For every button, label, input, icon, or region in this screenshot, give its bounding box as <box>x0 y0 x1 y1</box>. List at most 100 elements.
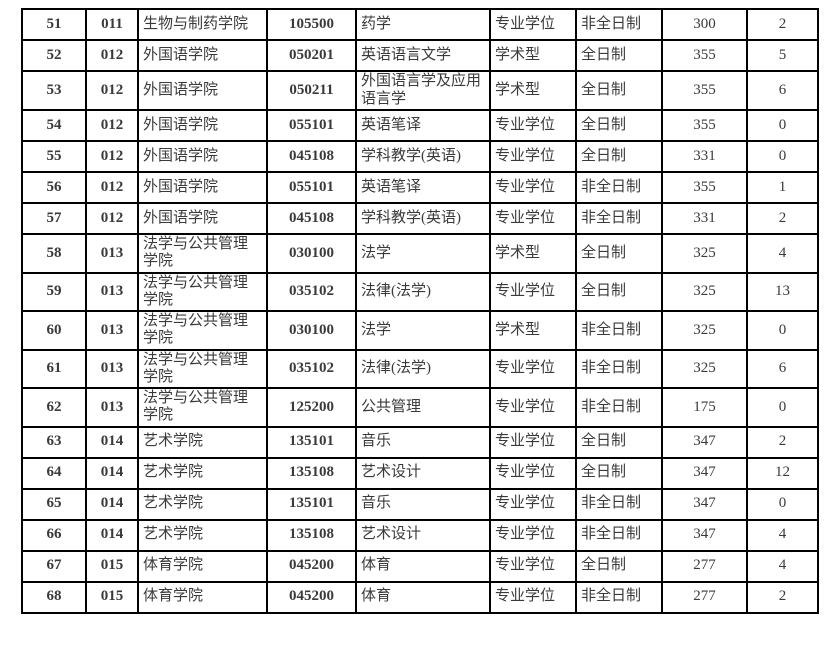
cell-row-number: 54 <box>21 109 87 142</box>
cell-score: 355 <box>661 39 748 72</box>
cell-study-mode: 非全日制 <box>575 171 663 204</box>
cell-count: 4 <box>746 549 819 583</box>
cell-row-number: 51 <box>21 8 87 41</box>
cell-count: 0 <box>746 109 819 142</box>
cell-score: 277 <box>661 580 748 614</box>
cell-row-number: 58 <box>21 233 87 274</box>
cell-study-mode: 全日制 <box>575 70 663 111</box>
cell-major-name: 音乐 <box>355 425 491 459</box>
cell-count: 2 <box>746 425 819 459</box>
cell-degree-type: 专业学位 <box>489 580 577 614</box>
cell-college-name: 外国语学院 <box>137 202 268 235</box>
table-row: 60 013 法学与公共管理学院 030100 法学 学术型 非全日制 325 0 <box>21 310 819 351</box>
cell-study-mode: 全日制 <box>575 549 663 583</box>
cell-major-code: 050211 <box>266 70 357 111</box>
cell-score: 325 <box>661 233 748 274</box>
cell-major-name: 艺术设计 <box>355 456 491 490</box>
cell-college-name: 法学与公共管理学院 <box>137 310 268 351</box>
cell-major-name: 体育 <box>355 580 491 614</box>
cell-study-mode: 全日制 <box>575 425 663 459</box>
cell-score: 347 <box>661 456 748 490</box>
cell-major-name: 公共管理 <box>355 387 491 428</box>
cell-college-name: 外国语学院 <box>137 39 268 72</box>
cell-row-number: 52 <box>21 39 87 72</box>
cell-study-mode: 非全日制 <box>575 487 663 521</box>
cell-degree-type: 专业学位 <box>489 8 577 41</box>
cell-degree-type: 专业学位 <box>489 202 577 235</box>
cell-major-name: 学科教学(英语) <box>355 202 491 235</box>
cell-study-mode: 非全日制 <box>575 348 663 389</box>
cell-score: 300 <box>661 8 748 41</box>
cell-score: 355 <box>661 171 748 204</box>
cell-major-code: 135108 <box>266 456 357 490</box>
table-row: 64 014 艺术学院 135108 艺术设计 专业学位 全日制 347 12 <box>21 456 819 490</box>
cell-count: 6 <box>746 348 819 389</box>
cell-major-name: 法律(法学) <box>355 348 491 389</box>
cell-degree-type: 专业学位 <box>489 387 577 428</box>
cell-score: 331 <box>661 202 748 235</box>
cell-score: 347 <box>661 425 748 459</box>
cell-count: 2 <box>746 8 819 41</box>
cell-degree-type: 专业学位 <box>489 456 577 490</box>
cell-major-name: 艺术设计 <box>355 518 491 552</box>
cell-study-mode: 非全日制 <box>575 580 663 614</box>
cell-score: 355 <box>661 70 748 111</box>
cell-score: 325 <box>661 348 748 389</box>
cell-row-number: 61 <box>21 348 87 389</box>
cell-count: 0 <box>746 387 819 428</box>
cell-college-name: 法学与公共管理学院 <box>137 271 268 312</box>
table-body: 51 011 生物与制药学院 105500 药学 专业学位 非全日制 300 2 52 012 外国语… <box>21 8 819 614</box>
cell-college-name: 艺术学院 <box>137 487 268 521</box>
cell-major-code: 055101 <box>266 109 357 142</box>
cell-major-name: 法学 <box>355 233 491 274</box>
cell-score: 331 <box>661 140 748 173</box>
cell-dept-code: 012 <box>85 39 139 72</box>
cell-major-name: 英语笔译 <box>355 109 491 142</box>
cell-score: 175 <box>661 387 748 428</box>
cell-score: 325 <box>661 271 748 312</box>
cell-count: 4 <box>746 233 819 274</box>
cell-major-name: 法学 <box>355 310 491 351</box>
cell-study-mode: 非全日制 <box>575 8 663 41</box>
cell-study-mode: 全日制 <box>575 271 663 312</box>
cell-study-mode: 非全日制 <box>575 518 663 552</box>
cell-study-mode: 全日制 <box>575 39 663 72</box>
cell-major-name: 体育 <box>355 549 491 583</box>
cell-college-name: 法学与公共管理学院 <box>137 233 268 274</box>
cell-college-name: 艺术学院 <box>137 456 268 490</box>
cell-count: 13 <box>746 271 819 312</box>
cell-college-name: 外国语学院 <box>137 70 268 111</box>
cell-count: 5 <box>746 39 819 72</box>
cell-degree-type: 专业学位 <box>489 549 577 583</box>
table-row: 58 013 法学与公共管理学院 030100 法学 学术型 全日制 325 4 <box>21 233 819 274</box>
cell-dept-code: 013 <box>85 387 139 428</box>
cell-major-name: 英语语言文学 <box>355 39 491 72</box>
cell-major-code: 030100 <box>266 310 357 351</box>
cell-major-code: 045200 <box>266 549 357 583</box>
cell-dept-code: 014 <box>85 518 139 552</box>
cell-degree-type: 专业学位 <box>489 425 577 459</box>
cell-count: 2 <box>746 580 819 614</box>
cell-study-mode: 非全日制 <box>575 310 663 351</box>
cell-degree-type: 学术型 <box>489 70 577 111</box>
cell-count: 6 <box>746 70 819 111</box>
cell-dept-code: 011 <box>85 8 139 41</box>
cell-score: 277 <box>661 549 748 583</box>
cell-degree-type: 专业学位 <box>489 487 577 521</box>
table-row: 57 012 外国语学院 045108 学科教学(英语) 专业学位 非全日制 331 2 <box>21 202 819 235</box>
cell-major-name: 音乐 <box>355 487 491 521</box>
cell-college-name: 外国语学院 <box>137 140 268 173</box>
cell-row-number: 65 <box>21 487 87 521</box>
cell-major-code: 035102 <box>266 348 357 389</box>
cell-college-name: 法学与公共管理学院 <box>137 387 268 428</box>
cell-count: 4 <box>746 518 819 552</box>
cell-score: 347 <box>661 518 748 552</box>
cell-row-number: 59 <box>21 271 87 312</box>
cell-row-number: 56 <box>21 171 87 204</box>
cell-major-name: 外国语言学及应用语言学 <box>355 70 491 111</box>
table-row: 68 015 体育学院 045200 体育 专业学位 非全日制 277 2 <box>21 580 819 614</box>
admission-score-table: 51 011 生物与制药学院 105500 药学 专业学位 非全日制 300 2 52 012 外国语… <box>21 8 819 614</box>
cell-score: 347 <box>661 487 748 521</box>
table-row: 54 012 外国语学院 055101 英语笔译 专业学位 全日制 355 0 <box>21 109 819 142</box>
